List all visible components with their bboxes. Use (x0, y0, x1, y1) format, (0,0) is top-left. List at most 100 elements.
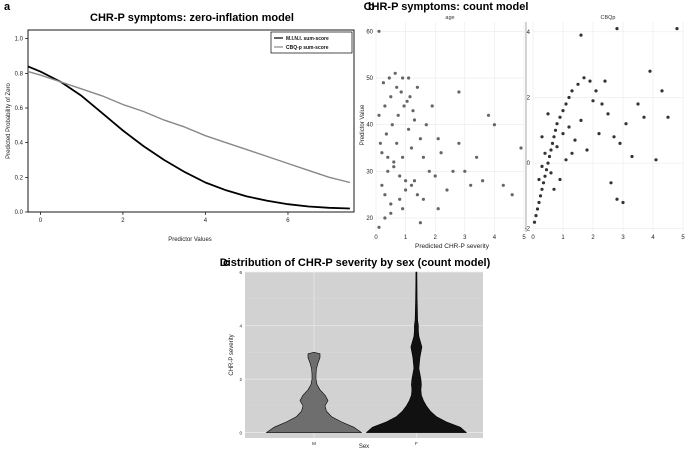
scatter-point (579, 33, 583, 37)
scatter-point (390, 123, 394, 127)
scatter-point (630, 154, 634, 159)
panel-c-title: Distribution of CHR-P severity by sex (c… (220, 257, 491, 269)
scatter-point (481, 179, 485, 183)
x-tick-label: 0 (39, 218, 43, 224)
panel-c-y-label: CHR-P severity (229, 334, 235, 375)
panel-a-title: CHR-P symptoms: zero-inflation model (90, 12, 294, 24)
scatter-point (540, 187, 544, 191)
violin-f (365, 271, 468, 433)
x-tick-label: 5 (522, 235, 526, 241)
scatter-point (510, 193, 514, 197)
facet-strip-cbqp: CBQp (601, 15, 616, 21)
scatter-point (621, 200, 625, 205)
scatter-point (567, 125, 571, 129)
scatter-point (386, 155, 390, 159)
scatter-point (404, 179, 408, 183)
scatter-point (555, 122, 559, 126)
scatter-point (383, 104, 387, 108)
scatter-point (501, 183, 505, 187)
scatter-point (398, 174, 402, 178)
scatter-point (558, 177, 562, 182)
y-tick-label: 0.4 (15, 141, 24, 147)
scatter-point (409, 146, 414, 150)
scatter-point (570, 151, 574, 155)
scatter-point (603, 79, 607, 83)
scatter-point (609, 181, 613, 185)
scatter-point (395, 141, 399, 145)
x-tick-label: 2 (121, 218, 125, 224)
scatter-point (412, 179, 417, 183)
scatter-point (618, 141, 622, 145)
scatter-point (546, 112, 550, 116)
scatter-point (408, 95, 412, 99)
scatter-point (519, 146, 523, 150)
scatter-point (393, 71, 397, 75)
scatter-point (547, 154, 552, 159)
scatter-point (588, 79, 592, 83)
scatter-point (457, 90, 461, 94)
y-tick-label: 30 (366, 169, 373, 175)
panel-c-ticks: 0 2 4 6 M F (239, 270, 418, 446)
scatter-point (433, 174, 437, 178)
series-line-mini (27, 65, 350, 210)
x-tick-label: 1 (404, 235, 408, 241)
scatter-point (564, 102, 568, 106)
scatter-point (541, 181, 546, 185)
y-tick-label: 40 (366, 123, 373, 129)
scatter-point (564, 158, 568, 162)
scatter-point (380, 151, 384, 155)
panel-a-y-label: Predicted Probability of Zero (6, 82, 12, 158)
scatter-point (377, 225, 381, 229)
scatter-point (436, 137, 440, 141)
y-tick-label: 20 (366, 216, 373, 222)
scatter-point (401, 76, 405, 80)
panel-a-legend: M.I.N.I. sum-score CBQ-p sum-score (270, 31, 353, 54)
scatter-point (642, 115, 646, 119)
y-tick-label: 0.6 (15, 106, 24, 112)
panel-a-letter: a (4, 1, 11, 13)
x-tick-label: 1 (561, 235, 565, 241)
scatter-point (544, 168, 549, 172)
scatter-point (666, 115, 670, 119)
panel-c-letter: c (223, 257, 229, 269)
scatter-point (387, 76, 391, 80)
panel-a: a CHR-P symptoms: zero-inflation model 0… (4, 1, 355, 243)
scatter-point (404, 188, 408, 192)
x-tick-label: 4 (493, 235, 497, 241)
scatter-point (567, 95, 571, 100)
scatter-point (427, 169, 431, 173)
scatter-point (389, 202, 393, 206)
scatter-point (378, 141, 382, 145)
scatter-point (540, 135, 544, 139)
panel-b-letter: b (368, 1, 375, 13)
scatter-point (392, 160, 396, 164)
violin-m (265, 351, 363, 433)
scatter-point (600, 102, 604, 106)
x-tick-label: 0 (374, 235, 378, 241)
scatter-point (445, 188, 449, 192)
x-tick-label: 2 (591, 235, 595, 241)
panel-c-violins (265, 271, 468, 433)
y-tick-label: 0.2 (15, 175, 24, 181)
x-tick-label: 4 (204, 218, 208, 224)
scatter-point (573, 138, 577, 142)
scatter-point (395, 85, 399, 89)
scatter-point (561, 109, 565, 113)
scatter-point (469, 183, 473, 187)
scatter-point (492, 123, 496, 127)
x-tick-label: 0 (531, 235, 535, 241)
x-tick-label: 3 (463, 235, 467, 241)
scatter-point (532, 220, 537, 224)
scatter-point (582, 76, 586, 80)
y-tick-label: 2 (527, 95, 531, 101)
panel-a-x-label: Predictor Values (168, 237, 212, 243)
scatter-point (615, 197, 619, 201)
scatter-point (380, 183, 384, 187)
scatter-point (409, 183, 414, 187)
scatter-point (439, 151, 443, 155)
y-tick-label: 60 (366, 29, 373, 35)
scatter-point (591, 99, 595, 103)
scatter-point (549, 148, 553, 152)
scatter-point (436, 207, 440, 211)
scatter-point (535, 207, 540, 211)
